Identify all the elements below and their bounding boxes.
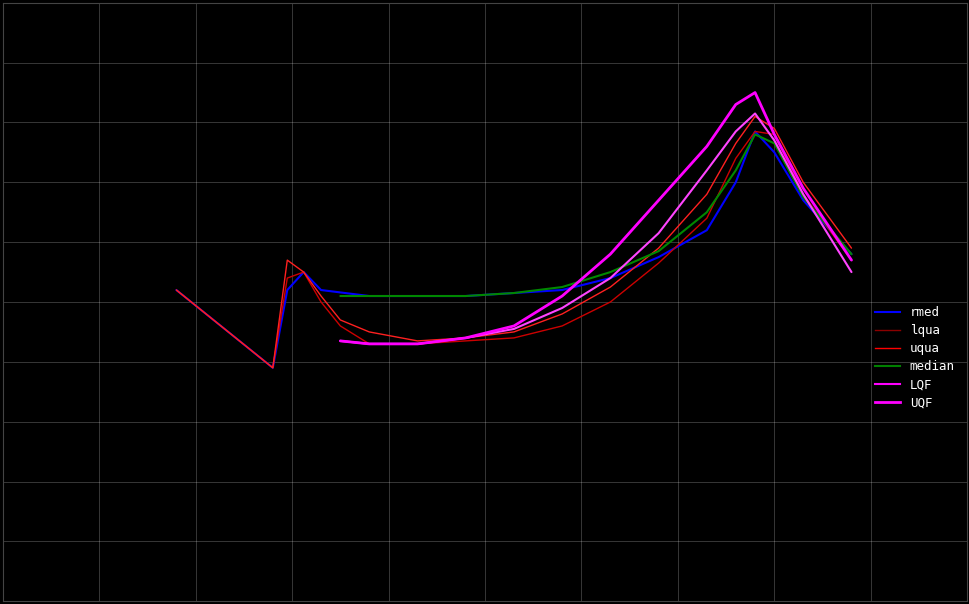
Legend: rmed, lqua, uqua, median, LQF, UQF: rmed, lqua, uqua, median, LQF, UQF xyxy=(867,300,960,416)
